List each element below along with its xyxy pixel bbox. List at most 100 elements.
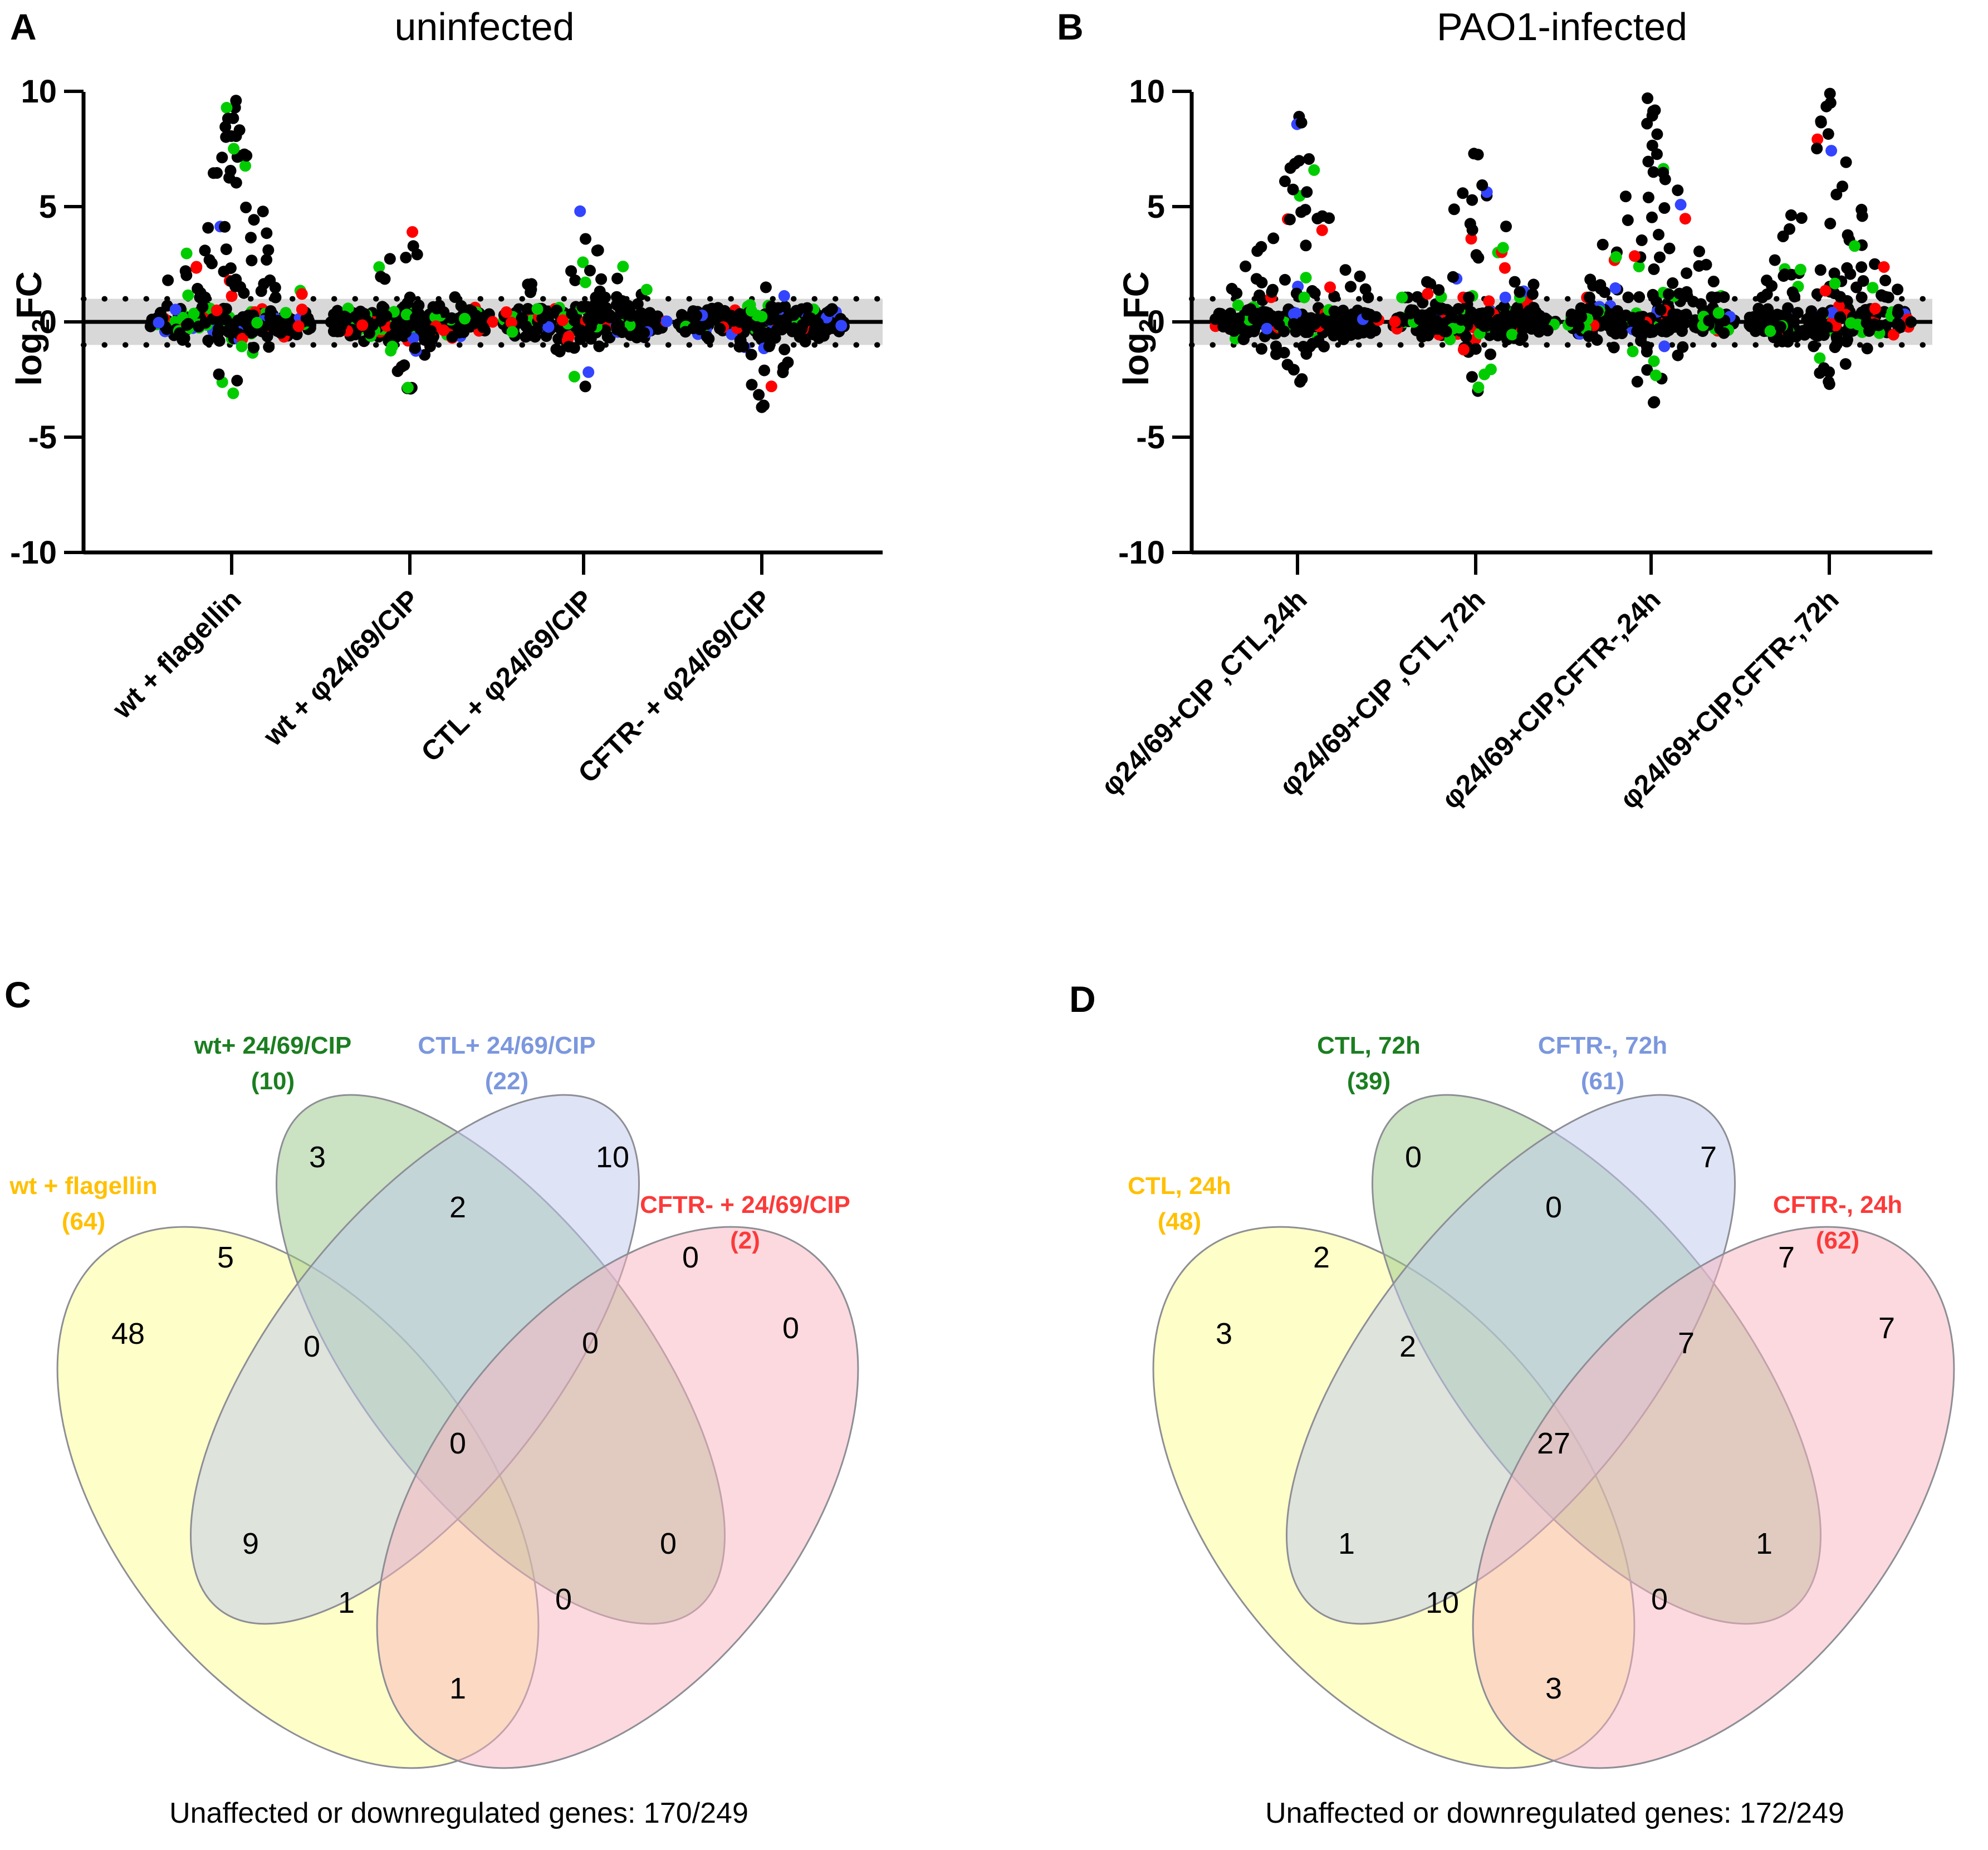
data-point: [1309, 318, 1321, 330]
data-point: [1647, 166, 1659, 178]
venn-region-count-acd: 10: [1426, 1586, 1459, 1619]
venn-region-count-ab: 2: [1313, 1241, 1330, 1274]
venn-c-set-label-wt-24-69-cip: wt+ 24/69/CIP (10): [184, 1028, 362, 1099]
data-point: [1822, 128, 1834, 140]
data-point: [1267, 232, 1280, 244]
data-point: [1647, 288, 1659, 301]
data-point: [1460, 331, 1472, 343]
venn-region-count-d: 0: [782, 1311, 799, 1345]
data-point: [500, 306, 512, 318]
data-point: [438, 324, 450, 336]
data-point: [412, 312, 424, 325]
data-point: [1622, 214, 1634, 226]
venn-d-set-label-ctl-72h: CTL, 72h (39): [1280, 1028, 1458, 1099]
data-point: [1845, 317, 1857, 329]
data-point: [552, 332, 565, 345]
data-point: [1824, 87, 1836, 100]
data-point: [233, 124, 246, 136]
data-point: [262, 244, 275, 256]
data-point: [1497, 242, 1509, 254]
data-point: [1242, 304, 1254, 316]
data-point: [261, 227, 273, 239]
data-point: [255, 285, 267, 297]
data-point: [303, 315, 315, 327]
venn-region-count-ab: 5: [217, 1241, 234, 1274]
data-point: [223, 172, 236, 184]
ylabel-log: log: [1116, 332, 1156, 386]
data-point: [1674, 199, 1687, 211]
venn-c-caption: Unaffected or downregulated genes: 170/2…: [169, 1797, 748, 1829]
data-point: [1288, 308, 1300, 320]
data-point: [1253, 289, 1266, 301]
data-point: [1814, 264, 1827, 276]
data-point: [1500, 309, 1511, 321]
data-point: [1526, 288, 1539, 300]
y-tick-label: -10: [1118, 535, 1165, 571]
data-point: [379, 273, 391, 285]
data-point: [801, 302, 813, 314]
data-point: [226, 290, 238, 302]
data-point: [524, 325, 536, 337]
data-point: [638, 327, 650, 339]
data-point: [487, 316, 499, 328]
data-point: [1829, 277, 1841, 290]
venn-d-set-label-ctl-24h: CTL, 24h (48): [1090, 1168, 1269, 1240]
data-point: [407, 226, 419, 238]
data-point: [470, 310, 482, 322]
data-point: [1830, 331, 1843, 343]
data-point: [1811, 143, 1823, 155]
data-point: [565, 265, 577, 277]
venn-region-count-bcd: 7: [1678, 1327, 1695, 1360]
panel-a-y-axis-label: log2FC: [8, 245, 55, 412]
data-point: [577, 256, 589, 268]
venn-region-count-bcd: 0: [582, 1327, 599, 1360]
data-point: [182, 289, 194, 301]
data-point: [593, 340, 605, 353]
data-point: [1472, 149, 1484, 161]
data-point: [1514, 286, 1526, 298]
data-point: [400, 252, 412, 263]
data-point: [1855, 306, 1868, 319]
data-point: [1887, 329, 1899, 341]
set-label-text: CFTR-, 24h: [1772, 1191, 1903, 1218]
venn-region-count-a: 48: [111, 1317, 145, 1350]
ylabel-sub2: 2: [27, 319, 55, 332]
data-point: [1328, 330, 1340, 341]
set-label-text: CFTR- + 24/69/CIP: [640, 1191, 850, 1218]
data-point: [1680, 309, 1692, 321]
data-point: [516, 312, 528, 325]
data-point: [1791, 307, 1804, 319]
data-point: [1509, 276, 1521, 288]
data-point: [1279, 175, 1291, 187]
data-point: [354, 305, 366, 317]
data-point: [1440, 325, 1452, 337]
data-point: [1878, 261, 1890, 273]
data-point: [1654, 251, 1666, 263]
data-point: [419, 349, 431, 361]
data-point: [1905, 316, 1917, 328]
data-point: [1251, 245, 1264, 257]
data-point: [1627, 345, 1639, 358]
data-point: [769, 313, 781, 325]
data-point: [1230, 316, 1242, 328]
data-point: [261, 254, 273, 266]
x-category-label: wt + φ24/69/CIP: [257, 584, 425, 752]
data-point: [1782, 302, 1794, 314]
venn-region-count-c: 10: [596, 1141, 629, 1174]
data-point: [391, 365, 404, 377]
data-point: [1667, 308, 1679, 320]
data-point: [1855, 291, 1868, 304]
beeswarm-A-cat1: [144, 95, 316, 399]
data-point: [1718, 327, 1730, 339]
data-point: [1513, 314, 1525, 326]
data-point: [1703, 315, 1715, 327]
data-point: [239, 160, 251, 172]
data-point: [220, 243, 232, 256]
data-point: [1659, 173, 1671, 185]
data-point: [1587, 280, 1599, 292]
data-point: [536, 312, 549, 325]
data-point: [210, 304, 223, 316]
data-point: [1279, 273, 1291, 286]
data-point: [733, 341, 746, 353]
